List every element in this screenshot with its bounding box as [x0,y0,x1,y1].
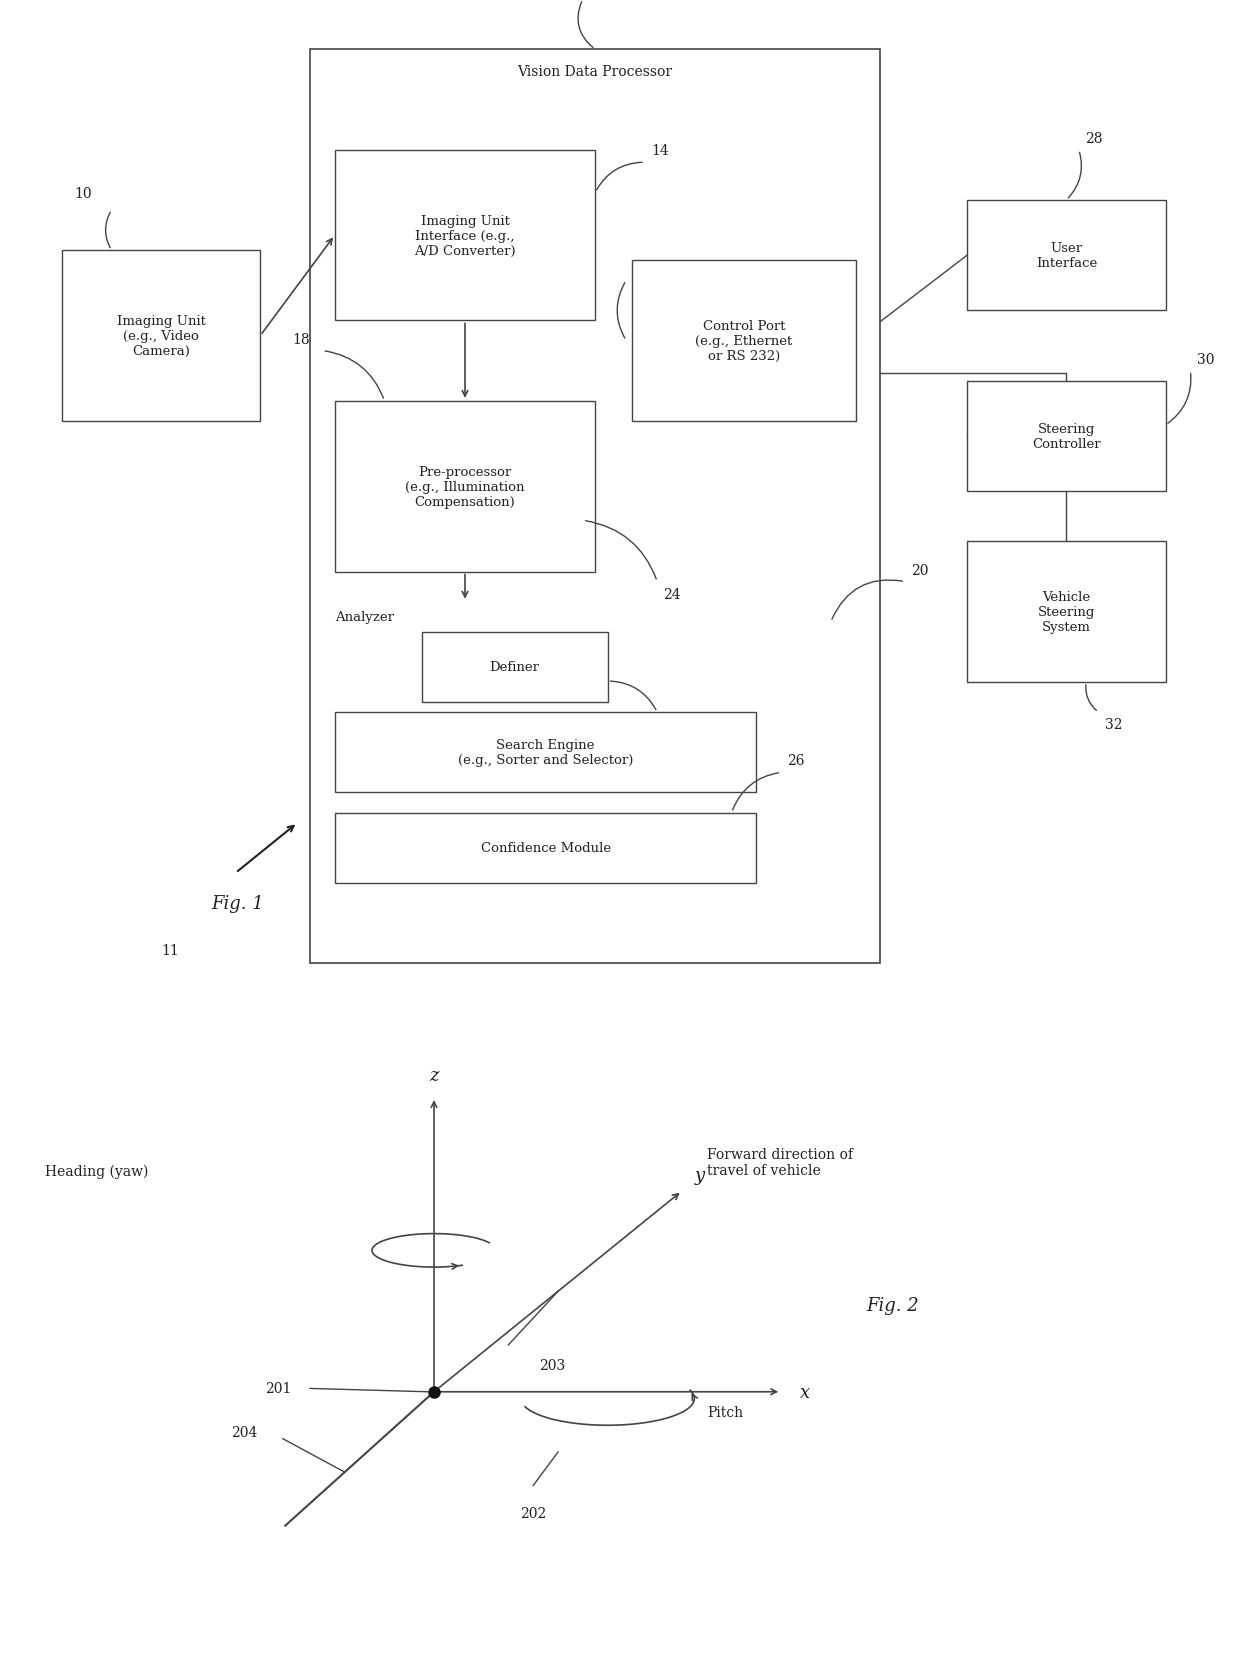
Text: 32: 32 [1105,718,1122,731]
Bar [632,261,856,422]
Bar [322,602,856,923]
Text: 203: 203 [538,1358,565,1372]
Text: 14: 14 [651,144,668,159]
Text: 28: 28 [1085,132,1102,146]
Text: Definer: Definer [490,661,539,674]
Text: 20: 20 [911,564,929,577]
Text: 201: 201 [265,1382,291,1395]
Text: Control Port
(e.g., Ethernet
or RS 232): Control Port (e.g., Ethernet or RS 232) [696,320,792,363]
Text: Analyzer: Analyzer [335,611,394,624]
Text: 202: 202 [520,1506,547,1519]
Bar [335,151,595,321]
Text: User
Interface: User Interface [1035,243,1097,269]
Text: Steering
Controller: Steering Controller [1032,423,1101,450]
Text: Imaging Unit
(e.g., Video
Camera): Imaging Unit (e.g., Video Camera) [117,315,206,358]
Text: Pitch: Pitch [707,1405,743,1419]
Text: 11: 11 [161,944,179,957]
Text: Pre-processor
(e.g., Illumination
Compensation): Pre-processor (e.g., Illumination Compen… [405,465,525,509]
Bar [422,632,608,703]
Text: 30: 30 [1197,353,1214,366]
Text: Imaging Unit
Interface (e.g.,
A/D Converter): Imaging Unit Interface (e.g., A/D Conver… [414,214,516,258]
Bar [335,713,756,793]
Text: 18: 18 [293,333,310,346]
Text: 204: 204 [232,1425,258,1439]
Text: 12: 12 [614,0,631,2]
Bar [967,381,1166,492]
Bar [335,813,756,883]
Text: Confidence Module: Confidence Module [481,842,610,855]
Bar [967,201,1166,311]
Text: Vision Data Processor: Vision Data Processor [517,65,673,79]
Text: Fig. 2: Fig. 2 [867,1297,919,1313]
Text: y: y [694,1166,704,1184]
Text: 26: 26 [787,755,805,768]
Text: z: z [429,1066,439,1084]
Bar [967,542,1166,683]
Text: Search Engine
(e.g., Sorter and Selector): Search Engine (e.g., Sorter and Selector… [458,739,634,766]
Text: Heading (yaw): Heading (yaw) [46,1164,149,1178]
Text: Vehicle
Steering
System: Vehicle Steering System [1038,591,1095,634]
Text: Forward direction of
travel of vehicle: Forward direction of travel of vehicle [707,1148,853,1178]
Text: 24: 24 [663,587,681,601]
Text: 16: 16 [632,346,650,360]
Text: x: x [800,1384,810,1400]
Bar [310,50,880,964]
Bar [335,402,595,572]
Bar [62,251,260,422]
Text: Fig. 1: Fig. 1 [211,895,264,912]
Text: 22: 22 [663,718,681,731]
Text: 10: 10 [74,187,92,201]
